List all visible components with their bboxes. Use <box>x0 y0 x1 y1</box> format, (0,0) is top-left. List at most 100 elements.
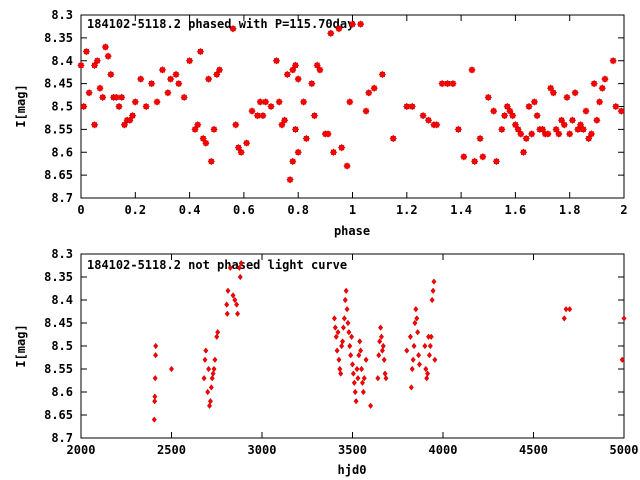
unphased-data-point <box>153 352 159 359</box>
unphased-data-point <box>237 273 243 281</box>
unphased-data-point <box>335 329 341 336</box>
unphased-data-point <box>424 375 430 382</box>
phased-data-point <box>316 66 324 74</box>
unphased-y-tick-label: 8.35 <box>44 270 73 284</box>
phased-data-point <box>128 112 137 120</box>
unphased-data-point <box>413 306 419 313</box>
unphased-data-point <box>212 356 218 363</box>
unphased-data-point <box>331 315 337 322</box>
unphased-y-axis-label: I[mag] <box>14 324 28 367</box>
unphased-data-point <box>152 398 158 405</box>
unphased-data-point <box>225 287 231 294</box>
unphased-y-tick-label: 8.65 <box>44 408 73 422</box>
unphased-x-tick-label: 2500 <box>157 443 186 457</box>
phased-x-tick-label: 2 <box>620 203 627 217</box>
phased-data-point <box>595 98 604 106</box>
phased-data-point <box>280 116 289 124</box>
phased-data-point <box>308 79 316 88</box>
phased-data-point <box>153 98 161 106</box>
unphased-x-tick-label: 5000 <box>610 443 639 457</box>
phased-data-point <box>370 84 378 92</box>
unphased-data-point <box>426 352 432 359</box>
phased-data-point <box>267 102 275 111</box>
phased-data-point <box>164 89 172 97</box>
phased-x-ticks: 0 0.2 0.4 0.6 0.8 1 1.2 1.4 1.6 1.8 2 <box>77 15 628 217</box>
phased-data-point <box>194 121 202 129</box>
phased-data-point <box>365 89 373 97</box>
unphased-data-point <box>431 278 437 285</box>
phased-y-ticks: 8.3 8.35 8.4 8.45 8.5 8.55 8.6 8.65 8.7 <box>44 8 624 205</box>
unphased-data-point <box>383 375 389 382</box>
phased-data-point <box>253 112 262 120</box>
phased-data-point <box>286 176 294 184</box>
unphased-data-point <box>232 296 238 304</box>
phased-data-point <box>256 98 264 106</box>
unphased-data-point <box>349 333 355 340</box>
unphased-data-point <box>352 388 358 396</box>
unphased-y-tick-label: 8.5 <box>51 339 73 353</box>
phased-data-point <box>112 93 120 101</box>
phased-data-point <box>490 107 498 115</box>
phased-y-tick-label: 8.3 <box>51 8 73 22</box>
unphased-x-tick-label: 2000 <box>67 443 96 457</box>
phased-data-point <box>378 70 386 79</box>
unphased-data-point <box>224 310 230 317</box>
unphased-data-point <box>234 301 240 308</box>
unphased-data-point <box>416 352 422 359</box>
unphased-data-point <box>412 319 418 327</box>
unphased-data-point <box>417 361 422 368</box>
phased-x-tick-label: 1.4 <box>450 203 472 217</box>
unphased-data-point <box>351 379 357 386</box>
phased-x-tick-label: 1.6 <box>505 203 527 217</box>
unphased-data-point <box>206 365 212 373</box>
unphased-x-tick-label: 4500 <box>519 443 548 457</box>
unphased-data-point <box>152 375 158 382</box>
phased-data-point <box>433 121 441 129</box>
unphased-data-point <box>408 384 414 391</box>
phased-data-point <box>93 57 101 65</box>
phased-data-point <box>525 102 533 111</box>
unphased-data-point <box>376 352 382 359</box>
phased-data-point <box>283 70 291 79</box>
unphased-data-point <box>332 324 338 331</box>
phased-y-tick-label: 8.4 <box>51 54 73 68</box>
phased-data-point <box>509 112 517 120</box>
phased-y-axis-label: I[mag] <box>14 84 28 127</box>
unphased-data-point <box>375 375 381 382</box>
unphased-data-point <box>344 306 350 313</box>
unphased-data-point <box>215 329 221 336</box>
unphased-data-point <box>152 393 158 400</box>
phased-data-point <box>291 125 300 134</box>
phased-data-point <box>403 102 411 111</box>
unphased-data-point <box>336 356 342 363</box>
phased-data-point <box>492 157 501 166</box>
phased-data-point <box>519 148 528 156</box>
unphased-x-tick-label: 3500 <box>338 443 367 457</box>
unphased-chart-title: 184102-5118.2 not phased light curve <box>87 258 347 272</box>
phased-data-point <box>232 121 240 129</box>
phased-data-point <box>498 125 506 134</box>
phased-data-point <box>587 130 596 138</box>
phased-data-point <box>104 52 112 60</box>
phased-data-point <box>348 20 357 28</box>
unphased-y-tick-label: 8.55 <box>44 362 73 376</box>
phased-plot-frame <box>80 14 625 199</box>
unphased-data-point <box>338 370 344 377</box>
phased-data-point <box>210 125 218 134</box>
phased-y-tick-label: 8.55 <box>44 122 73 136</box>
phased-x-tick-label: 1.8 <box>559 203 581 217</box>
phased-data-point <box>476 134 484 143</box>
phased-data-point <box>549 89 558 97</box>
phased-data-point <box>568 116 577 124</box>
phased-data-point <box>207 157 215 166</box>
unphased-data-point <box>334 347 340 354</box>
unphased-data-point <box>343 287 349 294</box>
unphased-data-point <box>404 347 410 354</box>
phased-data-point <box>310 112 319 120</box>
phased-data-point <box>590 79 598 88</box>
phased-data-point <box>454 125 463 134</box>
phased-data-point <box>80 102 88 111</box>
unphased-data-point <box>201 375 207 382</box>
phased-data-point <box>517 130 525 138</box>
phased-data-point <box>175 79 183 88</box>
